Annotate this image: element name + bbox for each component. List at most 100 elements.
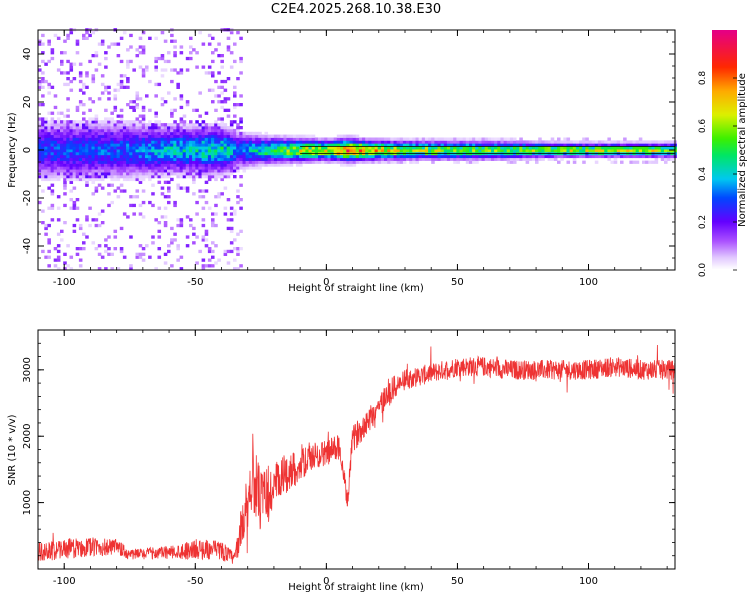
spectrogram-cell (204, 238, 209, 242)
spectrogram-cell (248, 143, 253, 147)
spectrogram-cell (302, 157, 306, 161)
spectrogram-cell (129, 33, 133, 38)
spectrogram-cell (255, 160, 259, 164)
spectrogram-cell (176, 223, 180, 228)
spectrogram-cell (629, 149, 633, 153)
spectrogram-cell (409, 160, 413, 164)
spectrogram-cell (450, 149, 454, 153)
spectrogram-cell (148, 120, 152, 124)
spectrogram-cell (198, 175, 202, 179)
spectrogram-cell (104, 108, 108, 112)
spectrogram-cell (119, 166, 124, 170)
spectrogram-cell (211, 218, 215, 222)
spectrogram-cell (85, 215, 89, 219)
spectrogram-cell (402, 154, 407, 159)
spectrogram-cell (179, 143, 184, 147)
spectrogram-cell (135, 177, 140, 182)
spectrogram-cell (163, 166, 168, 170)
spectrogram-cell (56, 149, 61, 153)
spectrogram-cell (446, 154, 451, 159)
spectrogram-cell (47, 146, 51, 150)
spectrogram-cell (270, 157, 275, 161)
spectrogram-cell (160, 163, 165, 167)
spectrogram-cell (654, 160, 659, 164)
spectrogram-cell (97, 177, 102, 182)
spectrogram-cell (91, 117, 96, 121)
spectrogram-cell (50, 149, 55, 153)
spectrogram-cell (204, 200, 209, 205)
spectrogram-cell (362, 146, 366, 150)
spectrogram-cell (113, 175, 118, 179)
spectrogram-cell (292, 149, 297, 153)
spectrogram-cell (145, 169, 149, 173)
colorbar-segment (712, 58, 737, 61)
spectrogram-cell (277, 140, 281, 144)
spectrogram-cell (525, 160, 530, 164)
spectrogram-cell (78, 71, 83, 75)
spectrogram-cell (340, 163, 344, 167)
spectrogram-cell (229, 65, 234, 69)
spectrogram-cell (484, 154, 489, 159)
spectrogram-cell (170, 264, 174, 268)
colorbar-segment (712, 124, 737, 127)
spectrogram-cell (255, 134, 259, 138)
spectrogram-cell (75, 163, 80, 167)
spectrogram-cell (484, 146, 489, 150)
spectrogram-cell (100, 91, 105, 95)
spectrogram-cell (94, 177, 99, 182)
spectrogram-cell (91, 151, 96, 156)
spectrogram-cell (270, 154, 275, 159)
spectrogram-cell (469, 157, 473, 161)
snr-x-ticks: -100 -50 0 50 100 (37, 330, 668, 587)
spectrogram-cell (390, 157, 394, 161)
spectrogram-cell (94, 114, 99, 118)
spectrogram-cell (223, 123, 228, 127)
colorbar-segment (712, 54, 737, 57)
spectrogram-cell (535, 140, 539, 144)
spectrogram-cell (204, 229, 209, 233)
spectrogram-cell (154, 111, 158, 115)
spectrogram-cell (176, 157, 180, 161)
spectrogram-cell (566, 143, 571, 147)
spectrogram-cell (129, 146, 133, 150)
spectrogram-cell (97, 244, 102, 248)
spectrogram-cell (305, 154, 309, 159)
spectrogram-cell (336, 134, 341, 138)
colorbar-segment (712, 194, 737, 197)
spectrogram-cell (104, 267, 108, 271)
spectrogram-cell (610, 146, 615, 150)
spectrogram-cell (38, 134, 42, 138)
spectrogram-cell (550, 146, 555, 150)
y-tick-label: 0 (22, 147, 33, 153)
spectrogram-cell (610, 149, 615, 153)
spectrogram-cell (75, 149, 80, 153)
spectrogram-cell (41, 149, 45, 153)
spectrogram-cell (667, 154, 671, 159)
spectrogram-cell (327, 149, 331, 153)
spectrogram-cell (648, 146, 652, 150)
spectrogram-cell (327, 140, 331, 144)
spectrogram-cell (167, 91, 171, 95)
spectrogram-cell (78, 131, 83, 136)
spectrogram-cell (104, 65, 108, 69)
colorbar-segment (712, 64, 737, 67)
spectrogram-cell (122, 160, 127, 164)
spectrogram-cell (41, 85, 45, 89)
spectrogram-cell (459, 154, 464, 159)
spectrogram-cell (214, 128, 218, 133)
spectrogram-cell (286, 163, 291, 167)
spectrogram-cell (201, 128, 206, 133)
spectrogram-cell (94, 169, 99, 173)
spectrogram-cell (286, 134, 291, 138)
spectrogram-cell (69, 149, 74, 153)
spectrogram-cell (38, 137, 42, 141)
spectrogram-cell (50, 154, 55, 159)
spectrogram-cell (157, 131, 162, 136)
spectrogram-cell (50, 189, 55, 193)
spectrogram-cell (226, 48, 231, 52)
colorbar-segment (712, 198, 737, 201)
spectrogram-cell (129, 195, 133, 199)
colorbar-segment (712, 30, 737, 33)
spectrogram-cell (233, 131, 237, 136)
spectrogram-cell (214, 134, 218, 138)
